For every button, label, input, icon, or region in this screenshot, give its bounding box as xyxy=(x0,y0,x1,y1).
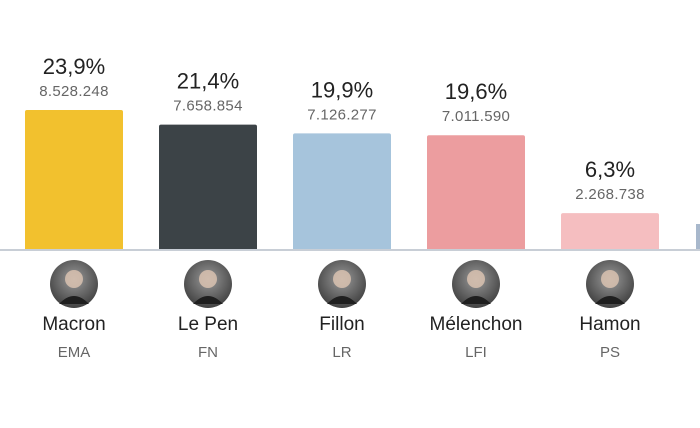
bar-votes-label: 7.011.590 xyxy=(442,108,510,125)
bar-votes-label: 7.658.854 xyxy=(173,98,242,115)
party-label: EMA xyxy=(58,344,91,361)
melenchon-avatar-icon xyxy=(452,260,500,308)
candidate-name: Macron xyxy=(42,314,105,335)
le-pen-avatar-icon xyxy=(184,260,232,308)
candidate-name: Fillon xyxy=(319,314,364,335)
party-label: FN xyxy=(198,344,218,361)
fillon-avatar-icon xyxy=(318,260,366,308)
bar-0 xyxy=(25,110,123,251)
bar-percent-label: 19,9% xyxy=(311,77,373,102)
bar-votes-label: 8.528.248 xyxy=(39,83,108,100)
bar-percent-label: 21,4% xyxy=(177,69,239,94)
party-label: PS xyxy=(600,344,620,361)
bar-votes-label: 2.268.738 xyxy=(575,186,644,203)
bar-3 xyxy=(427,135,525,251)
bars-group xyxy=(25,110,700,251)
bar-votes-label: 7.126.277 xyxy=(307,106,376,123)
candidate-name: Hamon xyxy=(579,314,640,335)
bar-2 xyxy=(293,133,391,251)
party-label: LFI xyxy=(465,344,487,361)
bar-percent-label: 23,9% xyxy=(43,54,105,79)
candidate-name: Le Pen xyxy=(178,314,238,335)
hamon-avatar-icon xyxy=(586,260,634,308)
bar-4 xyxy=(561,213,659,251)
bar-percent-label: 19,6% xyxy=(445,79,507,104)
party-label: LR xyxy=(332,344,351,361)
bar-percent-label: 6,3% xyxy=(585,157,635,182)
labels-group: 23,9% 8.528.248 Macron EMA 21,4% 7.658.854 Le … xyxy=(39,54,644,361)
candidate-name: Mélenchon xyxy=(430,314,523,335)
bar-1 xyxy=(159,124,257,251)
macron-avatar-icon xyxy=(50,260,98,308)
bar-partial-next xyxy=(696,224,700,251)
